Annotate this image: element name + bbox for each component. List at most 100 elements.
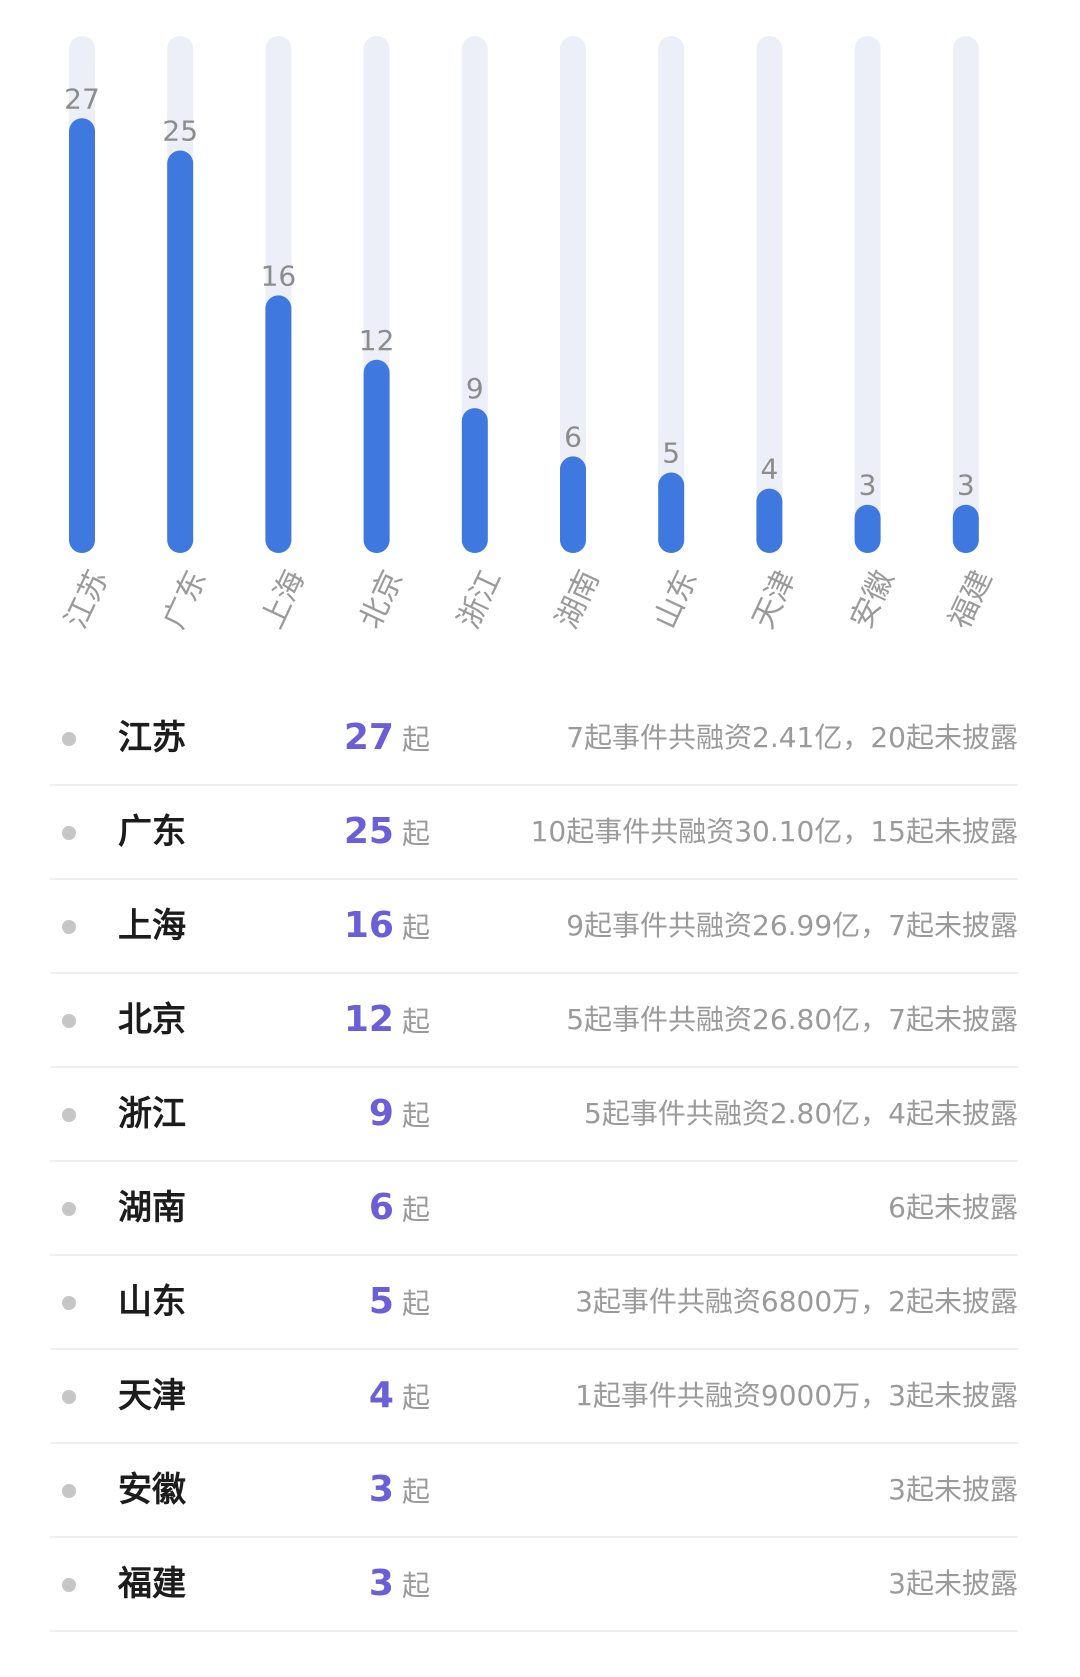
table-row: 江苏 27 起 7起事件共融资2.41亿，20起未披露 bbox=[50, 692, 1018, 786]
bullet-dot bbox=[62, 1484, 76, 1498]
event-count-unit: 起 bbox=[401, 1287, 430, 1320]
event-count-unit: 起 bbox=[401, 1193, 430, 1226]
x-tick-label: 天津 bbox=[746, 565, 803, 634]
bullet-dot bbox=[62, 1578, 76, 1592]
table-row: 福建 3 起 3起未披露 bbox=[50, 1538, 1018, 1632]
bar-track bbox=[952, 36, 979, 553]
bar bbox=[756, 488, 783, 553]
province-name: 福建 bbox=[118, 1564, 186, 1604]
bar-group: 27 江苏 bbox=[59, 36, 116, 634]
x-tick-label: 山东 bbox=[648, 565, 705, 634]
bar bbox=[658, 472, 685, 553]
bar-value-label: 3 bbox=[859, 469, 877, 502]
bar bbox=[69, 118, 95, 554]
bar-chart: 27 江苏 25 广东 16 上海 12 北京 9 浙江 6 湖南 5 山东 4 天津 3 安徽 3 福建 bbox=[59, 36, 999, 634]
bar-track bbox=[854, 36, 881, 553]
event-count-value: 9 bbox=[368, 1093, 394, 1134]
event-count-unit: 起 bbox=[401, 817, 430, 850]
event-count-value: 3 bbox=[368, 1469, 394, 1510]
bar-track bbox=[658, 36, 685, 553]
x-tick-label: 江苏 bbox=[59, 565, 116, 634]
event-count-unit: 起 bbox=[401, 1381, 430, 1414]
bullet-dot bbox=[62, 1202, 76, 1216]
event-count-value: 25 bbox=[343, 811, 394, 852]
bullet-dot bbox=[62, 920, 76, 934]
event-count-unit: 起 bbox=[401, 723, 430, 756]
bar-group: 12 北京 bbox=[353, 36, 410, 634]
province-name: 山东 bbox=[118, 1282, 186, 1322]
bullet-dot bbox=[62, 1296, 76, 1310]
bar bbox=[461, 408, 488, 553]
province-name: 湖南 bbox=[118, 1188, 186, 1228]
province-name: 浙江 bbox=[118, 1094, 186, 1134]
funding-detail: 9起事件共融资26.99亿，7起未披露 bbox=[566, 909, 1018, 942]
bullet-dot bbox=[62, 826, 76, 840]
event-count-value: 3 bbox=[368, 1563, 394, 1604]
province-name: 北京 bbox=[118, 1000, 186, 1040]
funding-detail: 3起未披露 bbox=[888, 1567, 1018, 1600]
event-count-value: 27 bbox=[343, 717, 394, 758]
province-name: 天津 bbox=[118, 1376, 186, 1416]
table-row: 天津 4 起 1起事件共融资9000万，3起未披露 bbox=[50, 1350, 1018, 1444]
bar-value-label: 16 bbox=[261, 259, 297, 292]
bar-group: 6 湖南 bbox=[550, 36, 607, 634]
bar-value-label: 3 bbox=[957, 469, 975, 502]
event-count: 12 起 bbox=[344, 998, 430, 1048]
x-tick-label: 湖南 bbox=[550, 565, 607, 634]
event-count-unit: 起 bbox=[401, 1005, 430, 1038]
x-tick-label: 北京 bbox=[353, 565, 410, 634]
table-row: 北京 12 起 5起事件共融资26.80亿，7起未披露 bbox=[50, 974, 1018, 1068]
bullet-dot bbox=[62, 1390, 76, 1404]
bullet-dot bbox=[62, 1108, 76, 1122]
bar-group: 25 广东 bbox=[157, 36, 214, 634]
funding-detail: 6起未披露 bbox=[888, 1191, 1018, 1224]
table-row: 湖南 6 起 6起未披露 bbox=[50, 1162, 1018, 1256]
funding-detail: 5起事件共融资2.80亿，4起未披露 bbox=[584, 1097, 1018, 1130]
table-row: 安徽 3 起 3起未披露 bbox=[50, 1444, 1018, 1538]
bar bbox=[854, 504, 881, 553]
table-row: 广东 25 起 10起事件共融资30.10亿，15起未披露 bbox=[50, 786, 1018, 880]
bar bbox=[363, 359, 390, 553]
funding-detail: 5起事件共融资26.80亿，7起未披露 bbox=[566, 1003, 1018, 1036]
event-count-unit: 起 bbox=[401, 911, 430, 944]
funding-detail: 10起事件共融资30.10亿，15起未披露 bbox=[530, 815, 1018, 848]
event-count-unit: 起 bbox=[401, 1475, 430, 1508]
bar-value-label: 4 bbox=[760, 453, 778, 486]
event-count: 25 起 bbox=[344, 810, 430, 860]
province-name: 安徽 bbox=[118, 1470, 186, 1510]
bar bbox=[167, 150, 194, 553]
x-tick-label: 浙江 bbox=[451, 565, 508, 634]
table-row: 山东 5 起 3起事件共融资6800万，2起未披露 bbox=[50, 1256, 1018, 1350]
x-tick-label: 安徽 bbox=[844, 565, 901, 634]
event-count-value: 4 bbox=[368, 1375, 394, 1416]
bar-group: 3 安徽 bbox=[844, 36, 901, 634]
bar bbox=[952, 504, 979, 553]
x-tick-label: 广东 bbox=[157, 565, 214, 634]
province-name: 广东 bbox=[118, 812, 186, 852]
table-row: 浙江 9 起 5起事件共融资2.80亿，4起未披露 bbox=[50, 1068, 1018, 1162]
province-name: 江苏 bbox=[118, 718, 186, 758]
bar-track bbox=[560, 36, 586, 553]
bar-track bbox=[756, 36, 783, 553]
funding-detail: 7起事件共融资2.41亿，20起未披露 bbox=[566, 721, 1018, 754]
funding-detail: 3起事件共融资6800万，2起未披露 bbox=[575, 1285, 1018, 1318]
event-count-value: 16 bbox=[343, 905, 394, 946]
bar-value-label: 25 bbox=[162, 115, 198, 148]
bar-group: 3 福建 bbox=[942, 36, 999, 634]
funding-detail: 3起未披露 bbox=[888, 1473, 1018, 1506]
bar-group: 9 浙江 bbox=[451, 36, 508, 634]
event-count-value: 12 bbox=[343, 999, 394, 1040]
event-count-value: 5 bbox=[368, 1281, 394, 1322]
table-row: 上海 16 起 9起事件共融资26.99亿，7起未披露 bbox=[50, 880, 1018, 974]
province-table: 江苏 27 起 7起事件共融资2.41亿，20起未披露 广东 25 起 10起事件共融资30.… bbox=[50, 692, 1018, 1632]
bar-group: 16 上海 bbox=[255, 36, 312, 634]
bar bbox=[560, 456, 586, 553]
x-tick-label: 福建 bbox=[942, 565, 999, 634]
bar-group: 5 山东 bbox=[648, 36, 705, 634]
